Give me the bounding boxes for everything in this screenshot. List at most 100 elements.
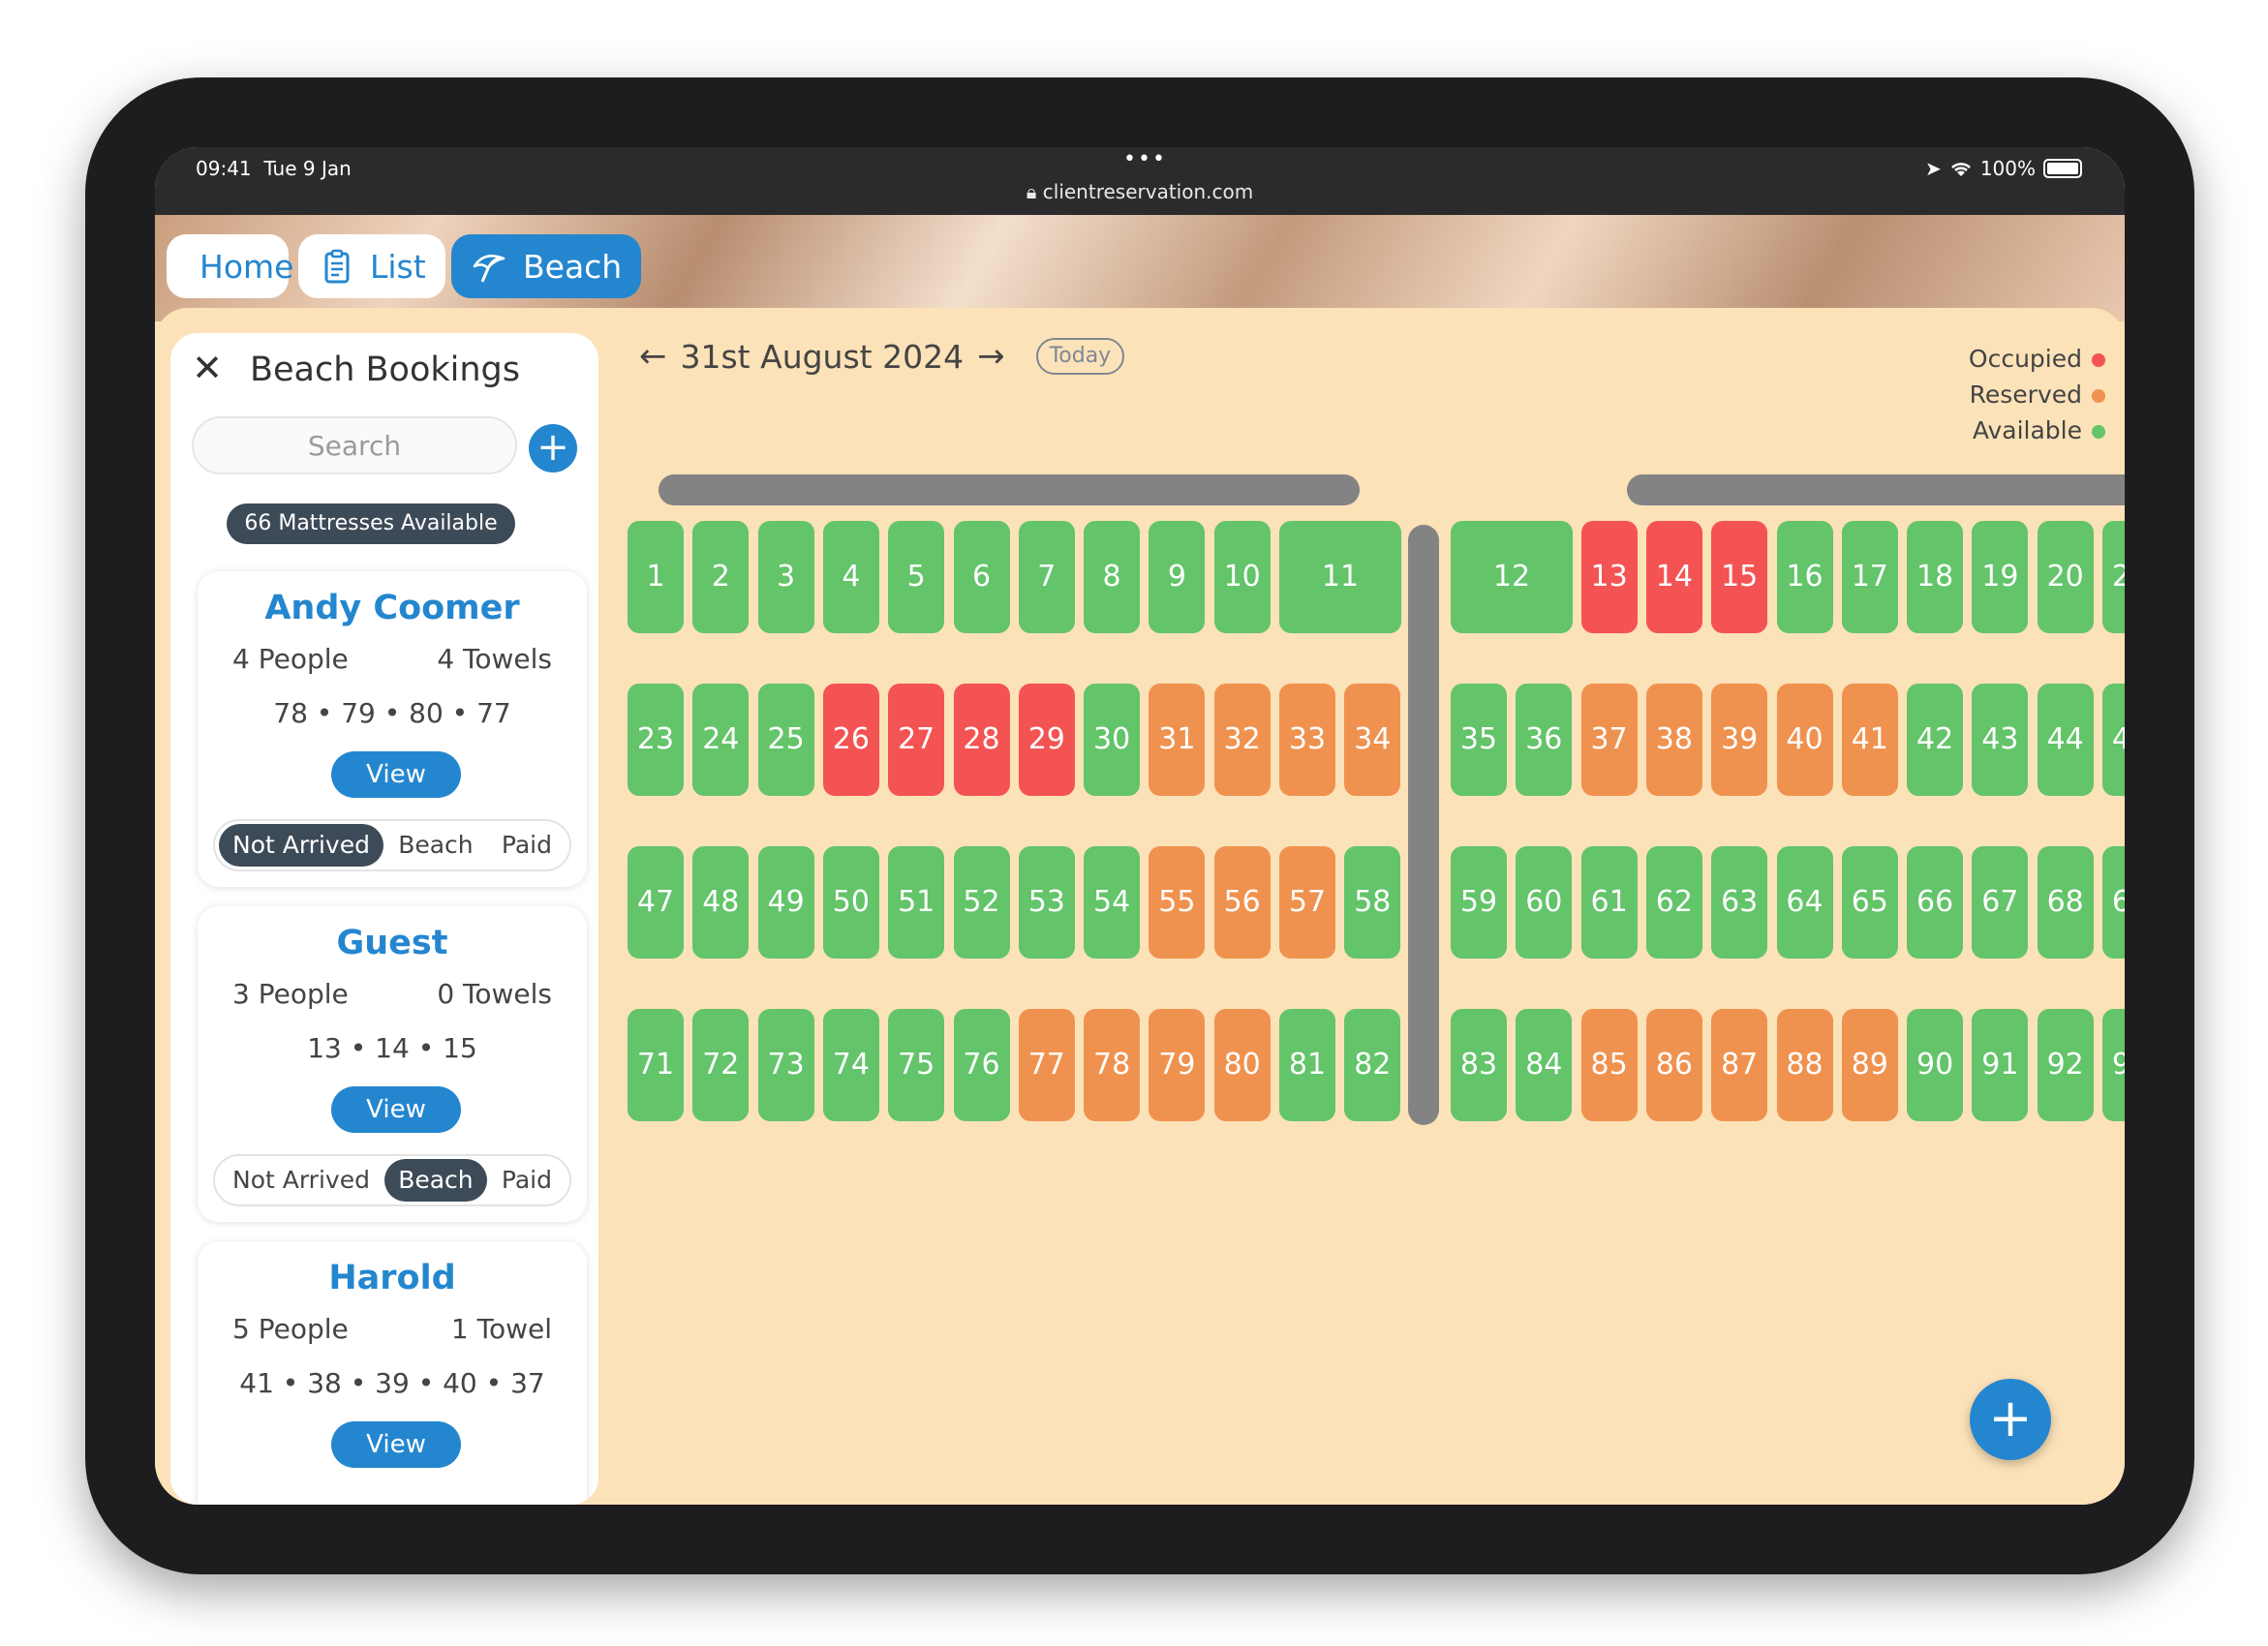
- bed-69[interactable]: 69: [2102, 846, 2125, 959]
- close-icon[interactable]: ✕: [192, 347, 223, 389]
- bed-83[interactable]: 83: [1451, 1009, 1507, 1121]
- status-paid[interactable]: Paid: [501, 831, 552, 859]
- status-not-arrived[interactable]: Not Arrived: [232, 1166, 370, 1194]
- add-booking-button[interactable]: +: [529, 424, 577, 472]
- nav-home-button[interactable]: Home: [167, 234, 293, 298]
- bed-35[interactable]: 35: [1451, 684, 1507, 796]
- add-reservation-button[interactable]: +: [1970, 1379, 2051, 1460]
- bed-26[interactable]: 26: [822, 684, 879, 796]
- bed-56[interactable]: 56: [1213, 846, 1271, 959]
- bed-23[interactable]: 23: [628, 684, 684, 796]
- bed-74[interactable]: 74: [822, 1009, 879, 1121]
- view-booking-button[interactable]: View: [331, 751, 461, 798]
- bed-34[interactable]: 34: [1344, 684, 1401, 796]
- bed-33[interactable]: 33: [1279, 684, 1335, 796]
- bed-60[interactable]: 60: [1516, 846, 1573, 959]
- bed-1[interactable]: 1: [628, 521, 684, 633]
- bed-7[interactable]: 7: [1018, 521, 1075, 633]
- address-bar[interactable]: 🔒︎ clientreservation.com: [155, 180, 2125, 203]
- bed-61[interactable]: 61: [1580, 846, 1638, 959]
- bed-91[interactable]: 91: [1972, 1009, 2029, 1121]
- bed-88[interactable]: 88: [1776, 1009, 1833, 1121]
- view-booking-button[interactable]: View: [331, 1086, 461, 1133]
- bed-52[interactable]: 52: [953, 846, 1010, 959]
- bed-82[interactable]: 82: [1344, 1009, 1401, 1121]
- bed-32[interactable]: 32: [1213, 684, 1271, 796]
- bed-43[interactable]: 43: [1972, 684, 2029, 796]
- previous-day-arrow-icon[interactable]: ←: [639, 337, 667, 376]
- bed-40[interactable]: 40: [1776, 684, 1833, 796]
- bed-16[interactable]: 16: [1776, 521, 1833, 633]
- bed-19[interactable]: 19: [1972, 521, 2029, 633]
- bed-17[interactable]: 17: [1841, 521, 1898, 633]
- bed-93[interactable]: 93: [2102, 1009, 2125, 1121]
- bed-10[interactable]: 10: [1213, 521, 1271, 633]
- bed-59[interactable]: 59: [1451, 846, 1507, 959]
- nav-list-button[interactable]: List: [298, 234, 445, 298]
- today-button[interactable]: Today: [1035, 338, 1125, 375]
- bed-20[interactable]: 20: [2037, 521, 2094, 633]
- bed-38[interactable]: 38: [1645, 684, 1702, 796]
- search-input[interactable]: [192, 416, 517, 474]
- bed-12[interactable]: 12: [1451, 521, 1573, 633]
- bed-42[interactable]: 42: [1907, 684, 1964, 796]
- bed-57[interactable]: 57: [1279, 846, 1335, 959]
- bed-58[interactable]: 58: [1344, 846, 1401, 959]
- bed-80[interactable]: 80: [1213, 1009, 1271, 1121]
- bed-39[interactable]: 39: [1711, 684, 1768, 796]
- bed-6[interactable]: 6: [953, 521, 1010, 633]
- bed-9[interactable]: 9: [1149, 521, 1206, 633]
- bed-68[interactable]: 68: [2037, 846, 2094, 959]
- bed-50[interactable]: 50: [822, 846, 879, 959]
- bed-85[interactable]: 85: [1580, 1009, 1638, 1121]
- status-beach[interactable]: Beach: [384, 1159, 487, 1202]
- bed-48[interactable]: 48: [692, 846, 750, 959]
- bed-31[interactable]: 31: [1149, 684, 1206, 796]
- bed-8[interactable]: 8: [1084, 521, 1141, 633]
- bed-63[interactable]: 63: [1711, 846, 1768, 959]
- bed-11[interactable]: 11: [1279, 521, 1401, 633]
- bed-3[interactable]: 3: [757, 521, 814, 633]
- bed-64[interactable]: 64: [1776, 846, 1833, 959]
- bed-41[interactable]: 41: [1841, 684, 1898, 796]
- nav-beach-button[interactable]: Beach: [451, 234, 642, 298]
- bed-2[interactable]: 2: [692, 521, 750, 633]
- bed-76[interactable]: 76: [953, 1009, 1010, 1121]
- bed-67[interactable]: 67: [1972, 846, 2029, 959]
- bed-24[interactable]: 24: [692, 684, 750, 796]
- bed-73[interactable]: 73: [757, 1009, 814, 1121]
- bed-66[interactable]: 66: [1907, 846, 1964, 959]
- bed-30[interactable]: 30: [1084, 684, 1141, 796]
- bed-54[interactable]: 54: [1084, 846, 1141, 959]
- bed-18[interactable]: 18: [1907, 521, 1964, 633]
- bed-14[interactable]: 14: [1645, 521, 1702, 633]
- bed-75[interactable]: 75: [888, 1009, 945, 1121]
- view-booking-button[interactable]: View: [331, 1421, 461, 1468]
- bed-86[interactable]: 86: [1645, 1009, 1702, 1121]
- bed-15[interactable]: 15: [1711, 521, 1768, 633]
- bed-89[interactable]: 89: [1841, 1009, 1898, 1121]
- bed-36[interactable]: 36: [1516, 684, 1573, 796]
- status-beach[interactable]: Beach: [398, 831, 474, 859]
- bed-87[interactable]: 87: [1711, 1009, 1768, 1121]
- bed-49[interactable]: 49: [757, 846, 814, 959]
- bed-4[interactable]: 4: [822, 521, 879, 633]
- bed-47[interactable]: 47: [628, 846, 684, 959]
- bed-65[interactable]: 65: [1841, 846, 1898, 959]
- status-not-arrived[interactable]: Not Arrived: [219, 824, 383, 867]
- bed-77[interactable]: 77: [1018, 1009, 1075, 1121]
- bed-27[interactable]: 27: [888, 684, 945, 796]
- bed-92[interactable]: 92: [2037, 1009, 2094, 1121]
- bed-81[interactable]: 81: [1279, 1009, 1335, 1121]
- bed-21[interactable]: 21: [2102, 521, 2125, 633]
- bed-5[interactable]: 5: [888, 521, 945, 633]
- bed-55[interactable]: 55: [1149, 846, 1206, 959]
- bed-44[interactable]: 44: [2037, 684, 2094, 796]
- bed-53[interactable]: 53: [1018, 846, 1075, 959]
- bed-25[interactable]: 25: [757, 684, 814, 796]
- bed-29[interactable]: 29: [1018, 684, 1075, 796]
- bed-79[interactable]: 79: [1149, 1009, 1206, 1121]
- bed-28[interactable]: 28: [953, 684, 1010, 796]
- bed-37[interactable]: 37: [1580, 684, 1638, 796]
- bed-78[interactable]: 78: [1084, 1009, 1141, 1121]
